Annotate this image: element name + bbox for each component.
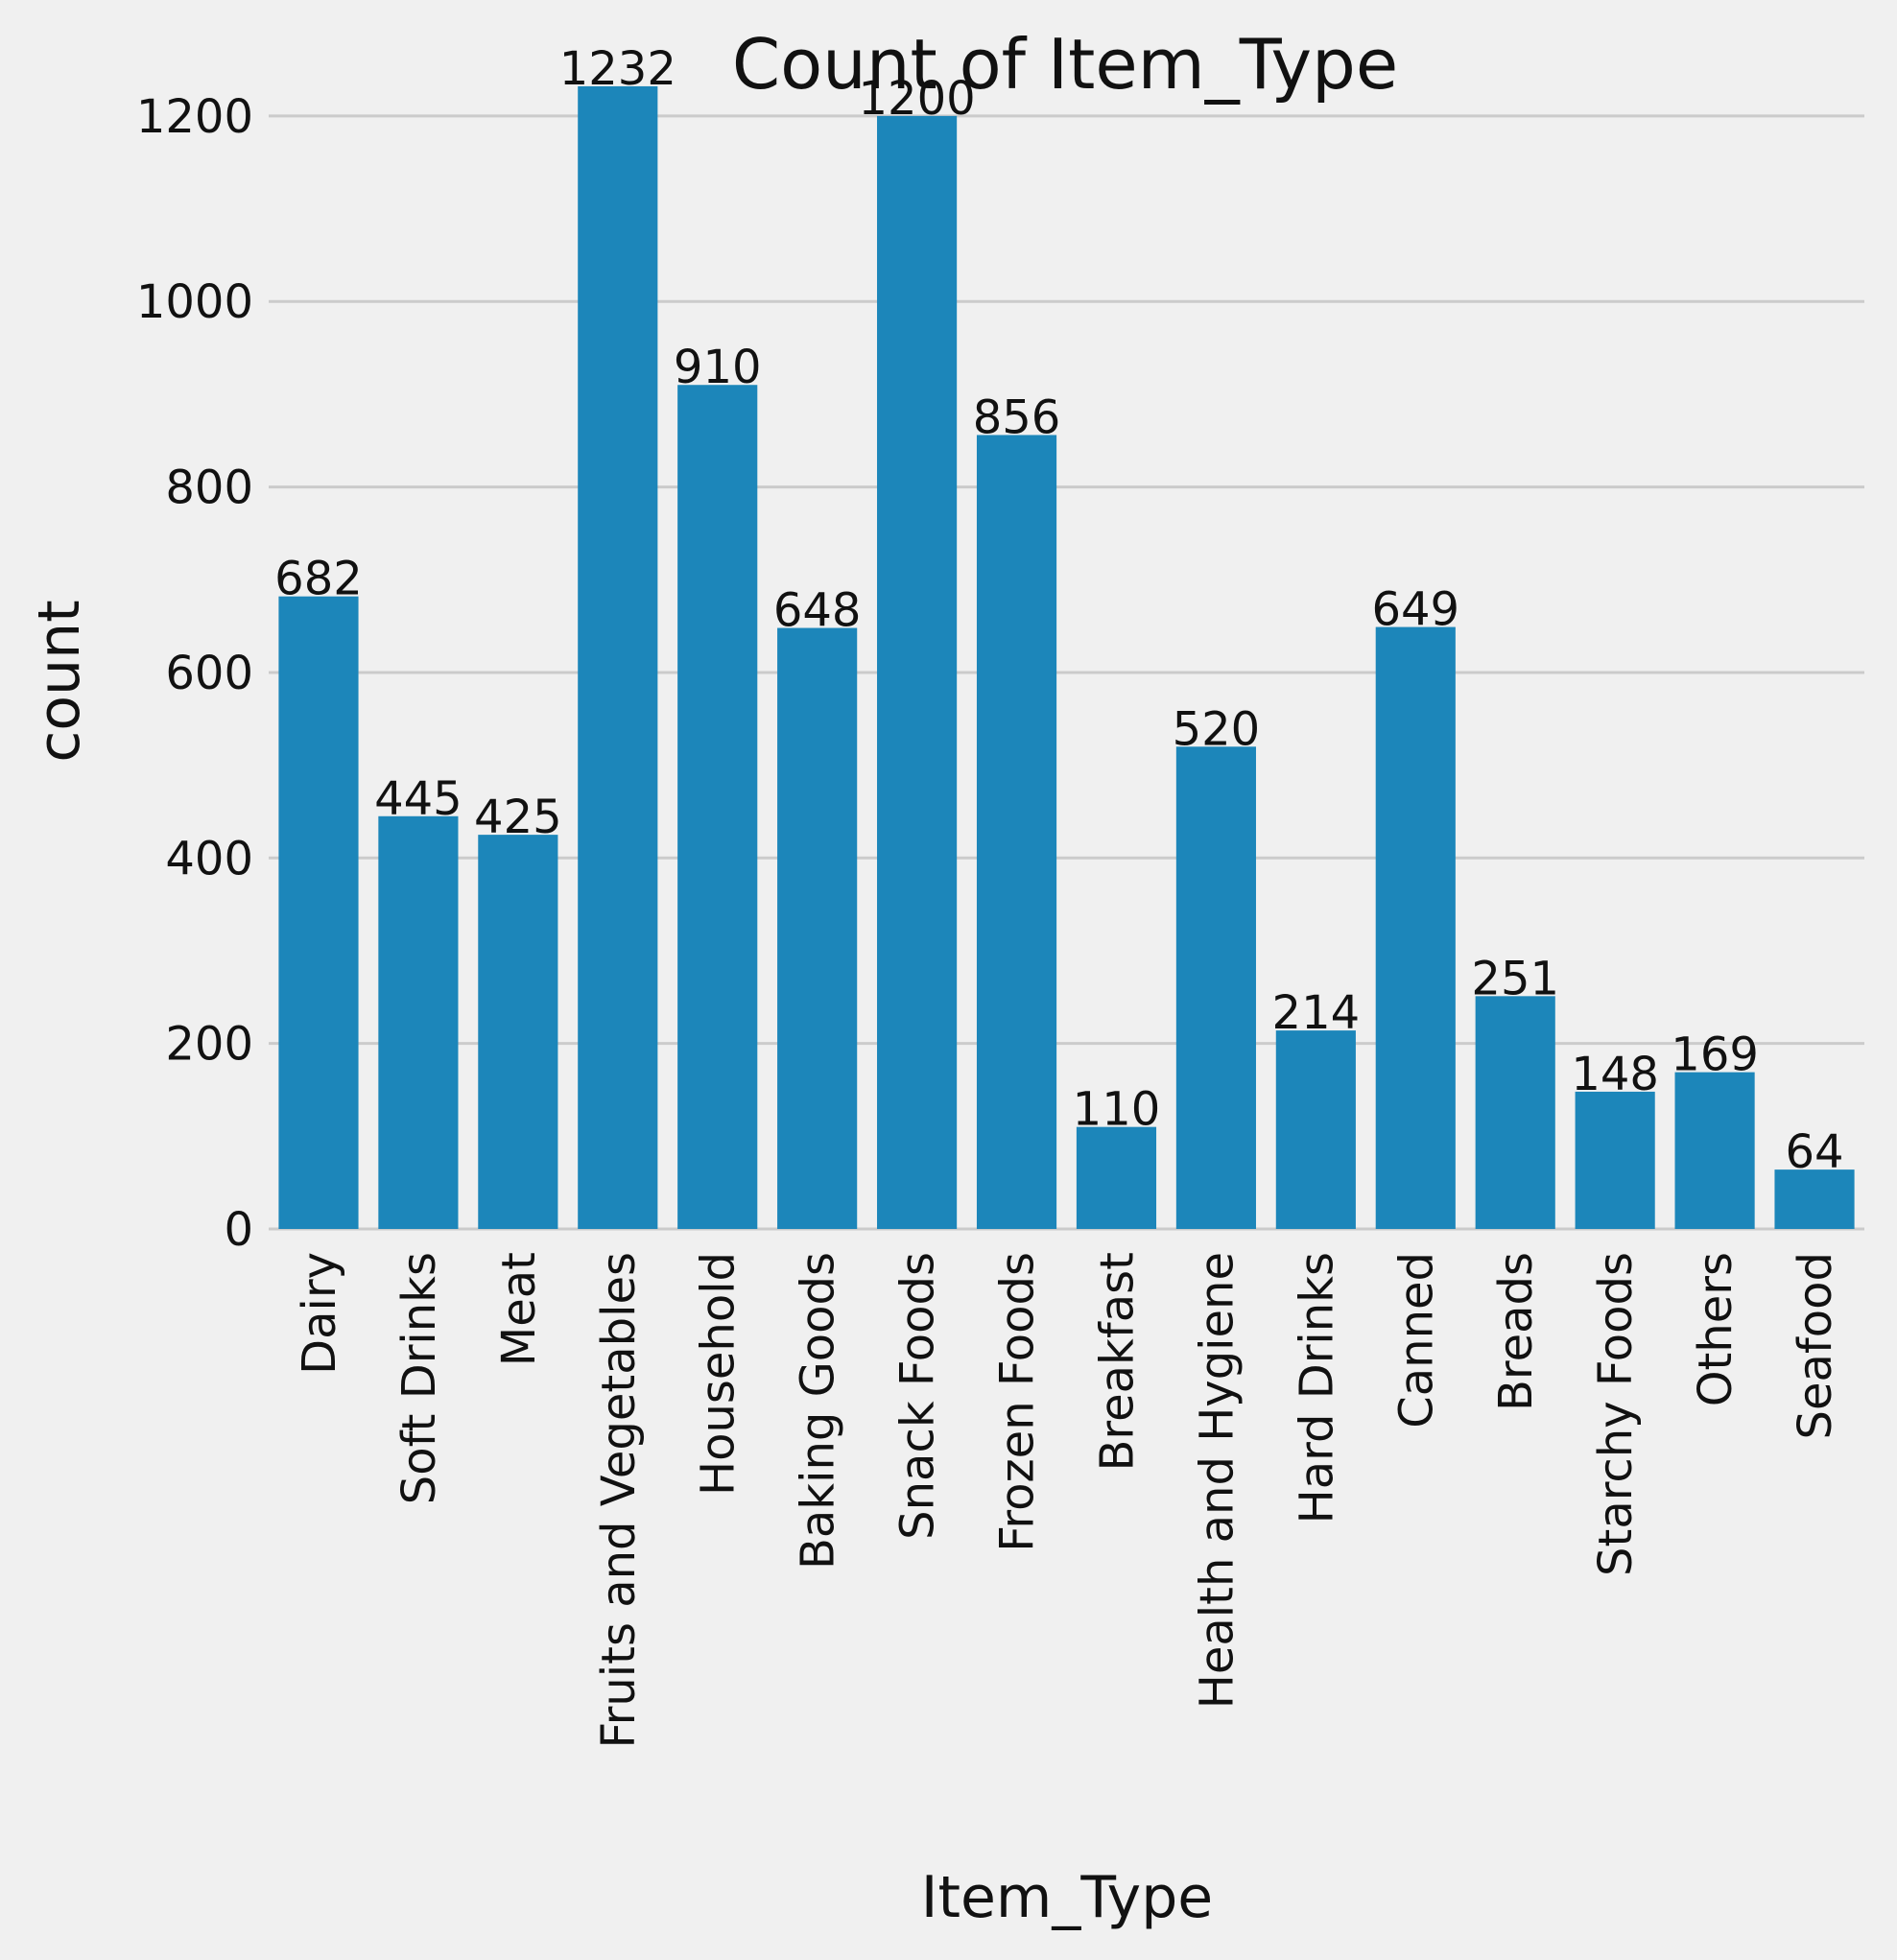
x-tick-label: Starchy Foods (1589, 1252, 1643, 1576)
bar-value-label: 110 (1073, 1083, 1161, 1137)
y-axis-label: count (26, 600, 93, 762)
bar-value-label: 682 (274, 553, 363, 606)
bar-value-label: 214 (1272, 986, 1361, 1040)
bar (1275, 1030, 1356, 1229)
x-tick-label: Frozen Foods (991, 1252, 1045, 1552)
bars (278, 85, 1855, 1230)
x-tick-label: Baking Goods (792, 1252, 845, 1570)
bar (976, 435, 1057, 1229)
bar (677, 385, 758, 1229)
bar-value-label: 649 (1371, 583, 1459, 637)
x-tick-label: Breakfast (1090, 1252, 1144, 1472)
bar-value-label: 64 (1785, 1125, 1843, 1179)
y-tick-label: 1200 (136, 90, 253, 144)
y-tick-label: 800 (165, 461, 253, 515)
x-tick-label: Meat (492, 1252, 546, 1366)
bar-value-label: 169 (1671, 1028, 1759, 1082)
bar (877, 115, 958, 1230)
x-tick-label: Health and Hygiene (1190, 1252, 1244, 1709)
bar (278, 596, 359, 1229)
bar (478, 835, 558, 1229)
bar (1475, 996, 1555, 1229)
bar (578, 85, 658, 1230)
bar-value-label: 1200 (859, 72, 976, 126)
x-tick-label: Household (692, 1252, 746, 1496)
bar-value-label: 251 (1471, 952, 1559, 1005)
y-axis-ticks: 0 200 400 600 800 1000 1200 (136, 90, 253, 1257)
x-tick-label: Others (1689, 1252, 1743, 1406)
x-tick-label: Fruits and Vegetables (592, 1252, 646, 1748)
y-tick-label: 400 (165, 832, 253, 886)
bar-value-label: 445 (374, 772, 462, 826)
x-tick-label: Breads (1489, 1252, 1543, 1411)
bar (1076, 1126, 1157, 1229)
x-tick-label: Seafood (1789, 1252, 1842, 1440)
y-tick-label: 1000 (136, 275, 253, 329)
bar-value-label: 425 (474, 791, 562, 844)
y-tick-label: 0 (224, 1203, 253, 1257)
bar-value-label: 910 (674, 341, 762, 394)
y-tick-label: 200 (165, 1018, 253, 1072)
bar-value-label: 648 (773, 584, 862, 638)
x-tick-label: Soft Drinks (392, 1252, 446, 1504)
bar-value-label: 148 (1571, 1048, 1659, 1101)
x-tick-label: Canned (1389, 1252, 1443, 1429)
x-tick-label: Snack Foods (891, 1252, 945, 1540)
bar (1674, 1072, 1755, 1229)
bar (1375, 626, 1456, 1229)
x-tick-label: Hard Drinks (1290, 1252, 1343, 1523)
bar (378, 815, 459, 1229)
y-tick-label: 600 (165, 647, 253, 700)
bar (777, 627, 858, 1229)
bar-value-label: 856 (973, 390, 1061, 444)
data-labels: 682 445 425 1232 910 648 1200 856 110 520 214 649 25… (274, 42, 1843, 1179)
x-axis-ticks: Dairy Soft Drinks Meat Fruits and Vegetable… (293, 1252, 1842, 1748)
bar (1774, 1169, 1855, 1229)
chart-title: Count of Item_Type (732, 24, 1398, 105)
bar-value-label: 1232 (559, 42, 676, 96)
bar-value-label: 520 (1173, 702, 1261, 756)
x-axis-label: Item_Type (921, 1864, 1213, 1931)
bar (1575, 1091, 1655, 1229)
bar (1175, 746, 1256, 1229)
x-tick-label: Dairy (293, 1252, 346, 1375)
